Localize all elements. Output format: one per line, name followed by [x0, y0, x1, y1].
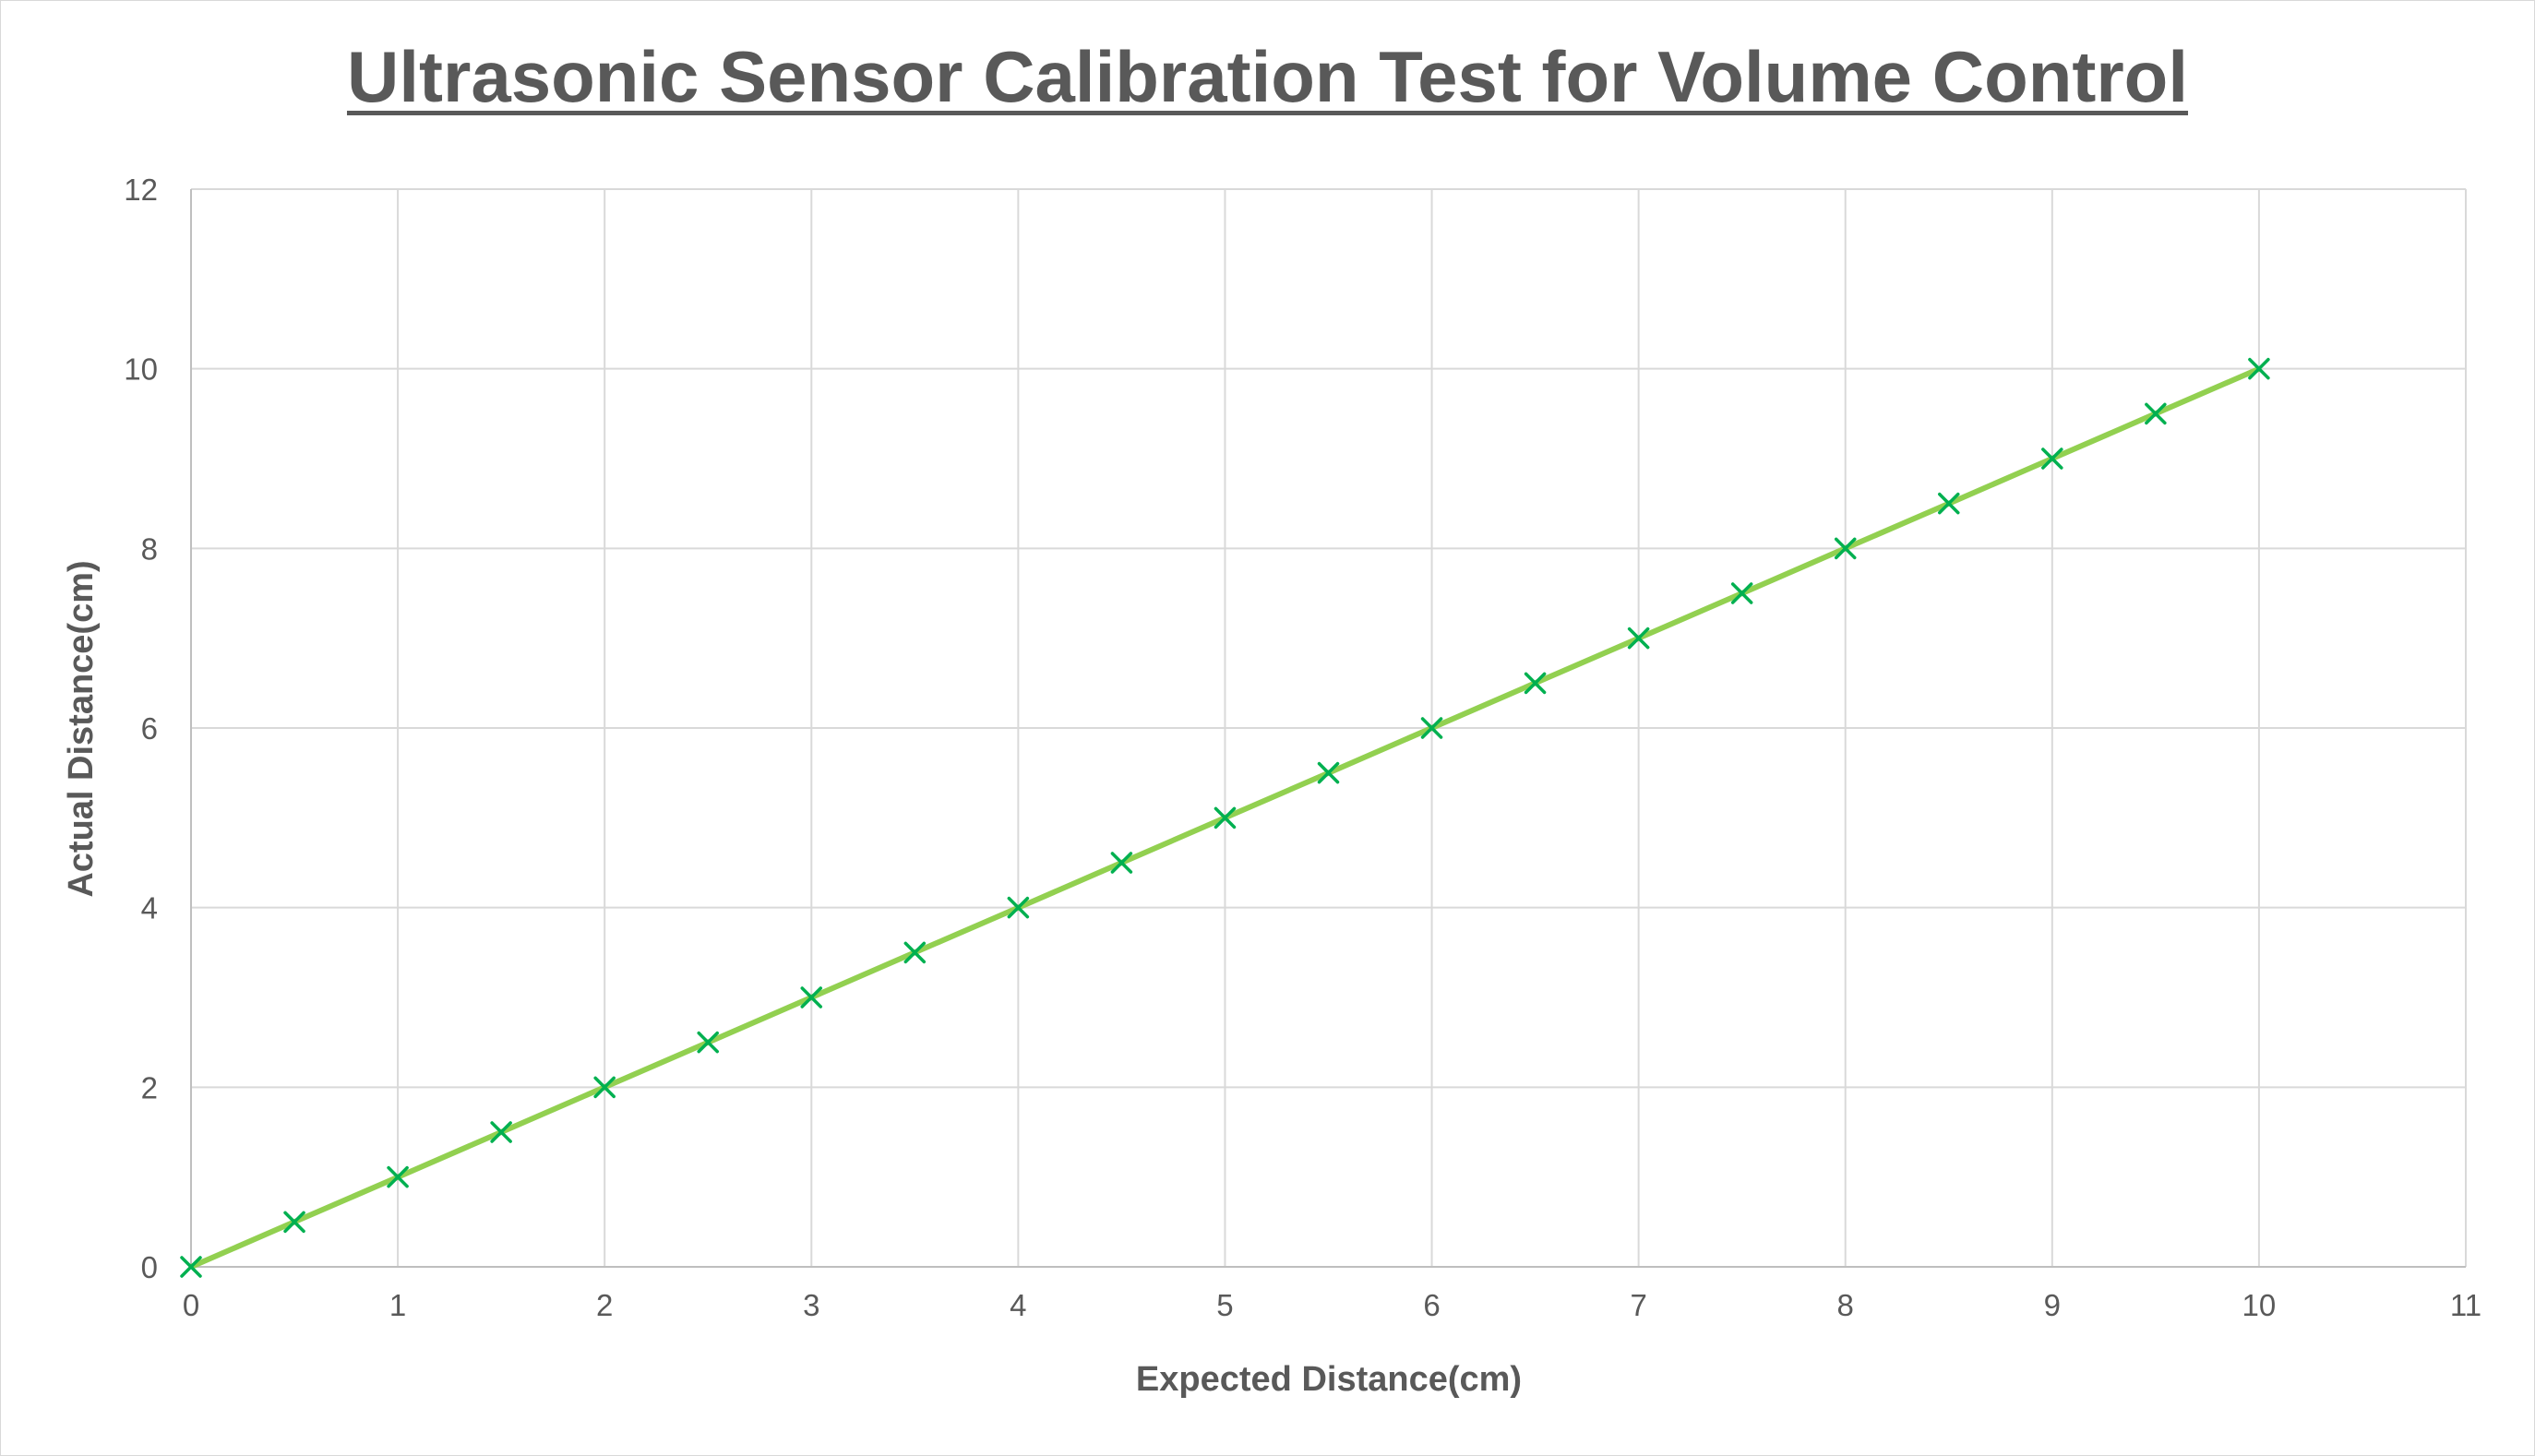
x-tick-label: 2: [596, 1288, 613, 1322]
x-axis-title: Expected Distance(cm): [1136, 1360, 1522, 1399]
axes: [190, 189, 2466, 1268]
data-point: [1420, 717, 1443, 739]
data-series: [180, 357, 2270, 1278]
x-tick-label: 9: [2044, 1288, 2061, 1322]
x-tick-label: 1: [389, 1288, 406, 1322]
data-point: [2041, 448, 2063, 470]
data-point: [1938, 492, 1960, 515]
data-point: [593, 1076, 616, 1099]
data-point: [800, 986, 823, 1008]
y-tick-label: 12: [124, 173, 158, 207]
y-tick-label: 2: [141, 1070, 158, 1104]
x-tick-label: 10: [2242, 1288, 2277, 1322]
data-point: [1007, 896, 1030, 919]
data-point: [387, 1165, 409, 1188]
data-point: [1834, 537, 1857, 560]
x-tick-label: 6: [1423, 1288, 1440, 1322]
data-point: [1730, 582, 1753, 604]
data-point: [1524, 672, 1547, 695]
x-tick-label: 0: [183, 1288, 199, 1322]
gridlines: [190, 188, 2467, 1268]
data-point: [180, 1256, 202, 1278]
chart-title: Ultrasonic Sensor Calibration Test for V…: [346, 36, 2189, 117]
data-point: [1627, 627, 1650, 650]
data-point: [2248, 357, 2270, 380]
y-tick-label: 6: [141, 711, 158, 746]
y-axis-title: Actual Distance(cm): [62, 560, 101, 897]
x-tick-label: 4: [1010, 1288, 1026, 1322]
y-tick-label: 10: [124, 352, 158, 387]
data-point: [1110, 852, 1133, 874]
data-point: [490, 1121, 512, 1143]
x-tick-label: 5: [1216, 1288, 1233, 1322]
data-point: [1214, 806, 1237, 829]
data-point: [1317, 761, 1340, 784]
y-tick-label: 8: [141, 531, 158, 566]
data-point: [2145, 402, 2167, 425]
y-tick-label: 0: [141, 1250, 158, 1284]
y-tick-label: 4: [141, 891, 158, 925]
x-tick-label: 8: [1837, 1288, 1854, 1322]
x-tick-label: 7: [1630, 1288, 1646, 1322]
x-tick-label: 11: [2450, 1288, 2481, 1322]
x-tick-label: 3: [803, 1288, 819, 1322]
data-point: [283, 1211, 305, 1234]
data-point: [903, 941, 927, 964]
data-point: [697, 1031, 719, 1054]
